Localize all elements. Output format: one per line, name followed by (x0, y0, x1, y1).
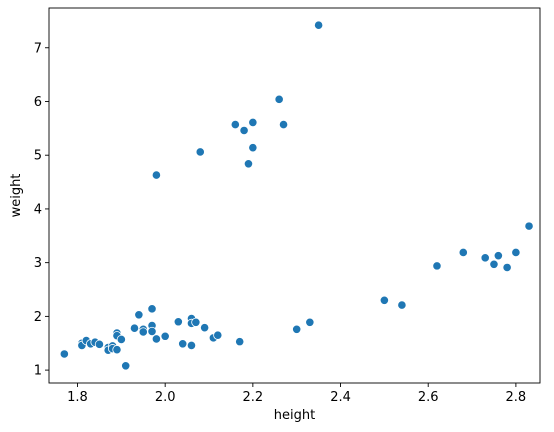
data-point (186, 340, 197, 350)
data-point (173, 317, 183, 327)
data-point (121, 361, 131, 371)
data-point (138, 327, 148, 337)
data-point (480, 253, 490, 263)
data-point (147, 304, 157, 314)
y-tick-label: 4 (34, 202, 42, 217)
data-point (243, 159, 254, 169)
y-axis-label: weight (9, 174, 24, 218)
plot-frame (48, 7, 541, 384)
scatter-points (59, 20, 534, 371)
data-point (151, 170, 162, 180)
data-point (432, 261, 442, 271)
x-tick-label: 2.6 (418, 390, 439, 405)
data-point (493, 251, 503, 261)
data-point (191, 317, 201, 327)
data-point (116, 334, 126, 345)
data-point (274, 94, 284, 104)
data-point (134, 310, 144, 320)
data-point (379, 295, 389, 305)
y-tick-label: 5 (34, 149, 42, 164)
y-tick-label: 7 (34, 41, 42, 56)
data-point (160, 331, 170, 341)
x-tick-label: 1.8 (67, 390, 88, 405)
y-tick-label: 1 (34, 364, 42, 379)
data-point (511, 247, 521, 258)
x-tick-label: 2.4 (330, 390, 351, 405)
data-point (178, 339, 188, 349)
data-point (278, 119, 289, 130)
data-point (200, 323, 210, 333)
x-tick-label: 2.2 (243, 390, 264, 405)
x-axis-label: height (274, 408, 315, 423)
data-point (248, 143, 258, 153)
y-axis-ticks: 1 2 3 4 5 6 7 (34, 41, 49, 379)
data-point (195, 147, 205, 157)
x-tick-label: 2.0 (155, 390, 176, 405)
data-point (292, 324, 302, 334)
data-point (112, 345, 122, 355)
data-point (235, 337, 245, 347)
data-point (230, 119, 240, 130)
y-tick-label: 2 (34, 310, 42, 325)
data-point (59, 349, 69, 359)
data-point (147, 326, 157, 337)
data-point (458, 247, 468, 258)
data-point (502, 262, 512, 273)
data-point (397, 300, 407, 310)
data-point (305, 317, 315, 327)
data-point (151, 334, 162, 344)
data-point (314, 20, 324, 30)
x-axis-ticks: 1.8 2.0 2.2 2.4 2.6 2.8 (67, 383, 526, 405)
data-point (129, 323, 140, 333)
data-point (489, 259, 499, 269)
data-point (248, 117, 258, 128)
data-point (524, 221, 534, 231)
x-tick-label: 2.8 (506, 390, 527, 405)
data-point (213, 330, 223, 340)
y-tick-label: 6 (34, 95, 42, 110)
data-point (239, 125, 249, 136)
y-tick-label: 3 (34, 256, 42, 271)
data-point (94, 339, 105, 349)
